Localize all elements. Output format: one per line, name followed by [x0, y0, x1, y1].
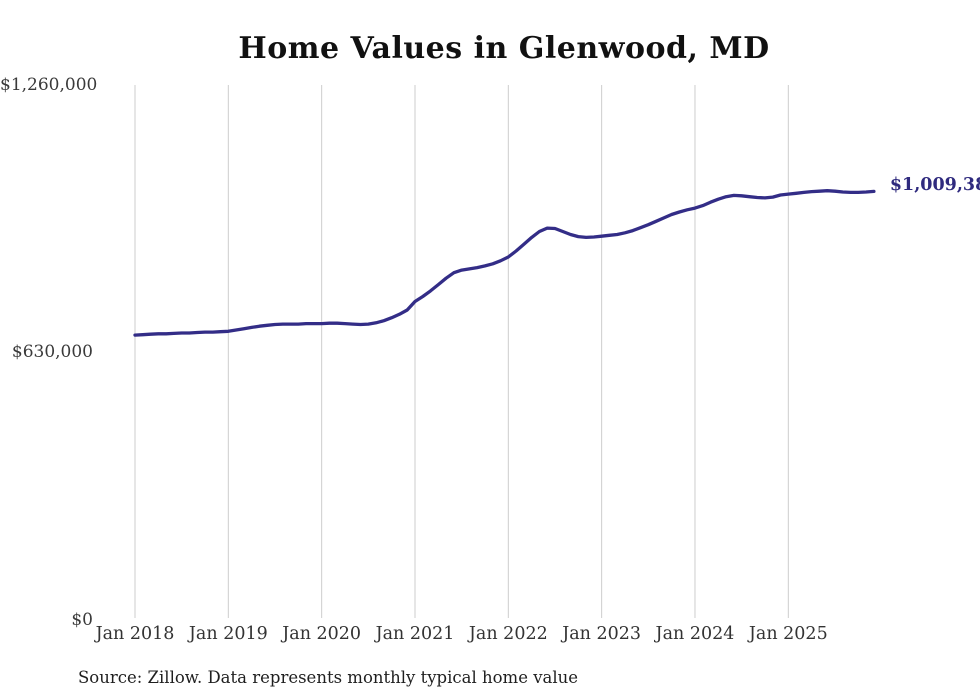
y-axis-tick-label-zero: $0	[71, 609, 93, 630]
home-value-line	[133, 189, 876, 337]
latest-value-label: $1,009,385	[889, 174, 980, 195]
x-axis-tick-label: Jan 2018	[95, 624, 175, 644]
x-axis-tick-label: Jan 2025	[748, 624, 828, 644]
y-axis-tick-label-top: $1,260,000	[0, 74, 98, 95]
x-axis-tick-label: Jan 2019	[188, 624, 268, 644]
gridlines	[134, 85, 789, 618]
y-axis-tick-label-mid: $630,000	[11, 342, 93, 362]
x-axis-tick-label: Jan 2022	[468, 624, 548, 644]
x-axis-tick-label: Jan 2020	[282, 624, 362, 644]
x-axis-tick-label: Jan 2023	[562, 624, 642, 644]
source-note: Source: Zillow. Data represents monthly …	[78, 668, 579, 687]
x-axis-tick-label: Jan 2024	[655, 624, 735, 644]
chart-title: Home Values in Glenwood, MD	[238, 31, 770, 66]
x-axis-tick-label: Jan 2021	[375, 624, 455, 644]
